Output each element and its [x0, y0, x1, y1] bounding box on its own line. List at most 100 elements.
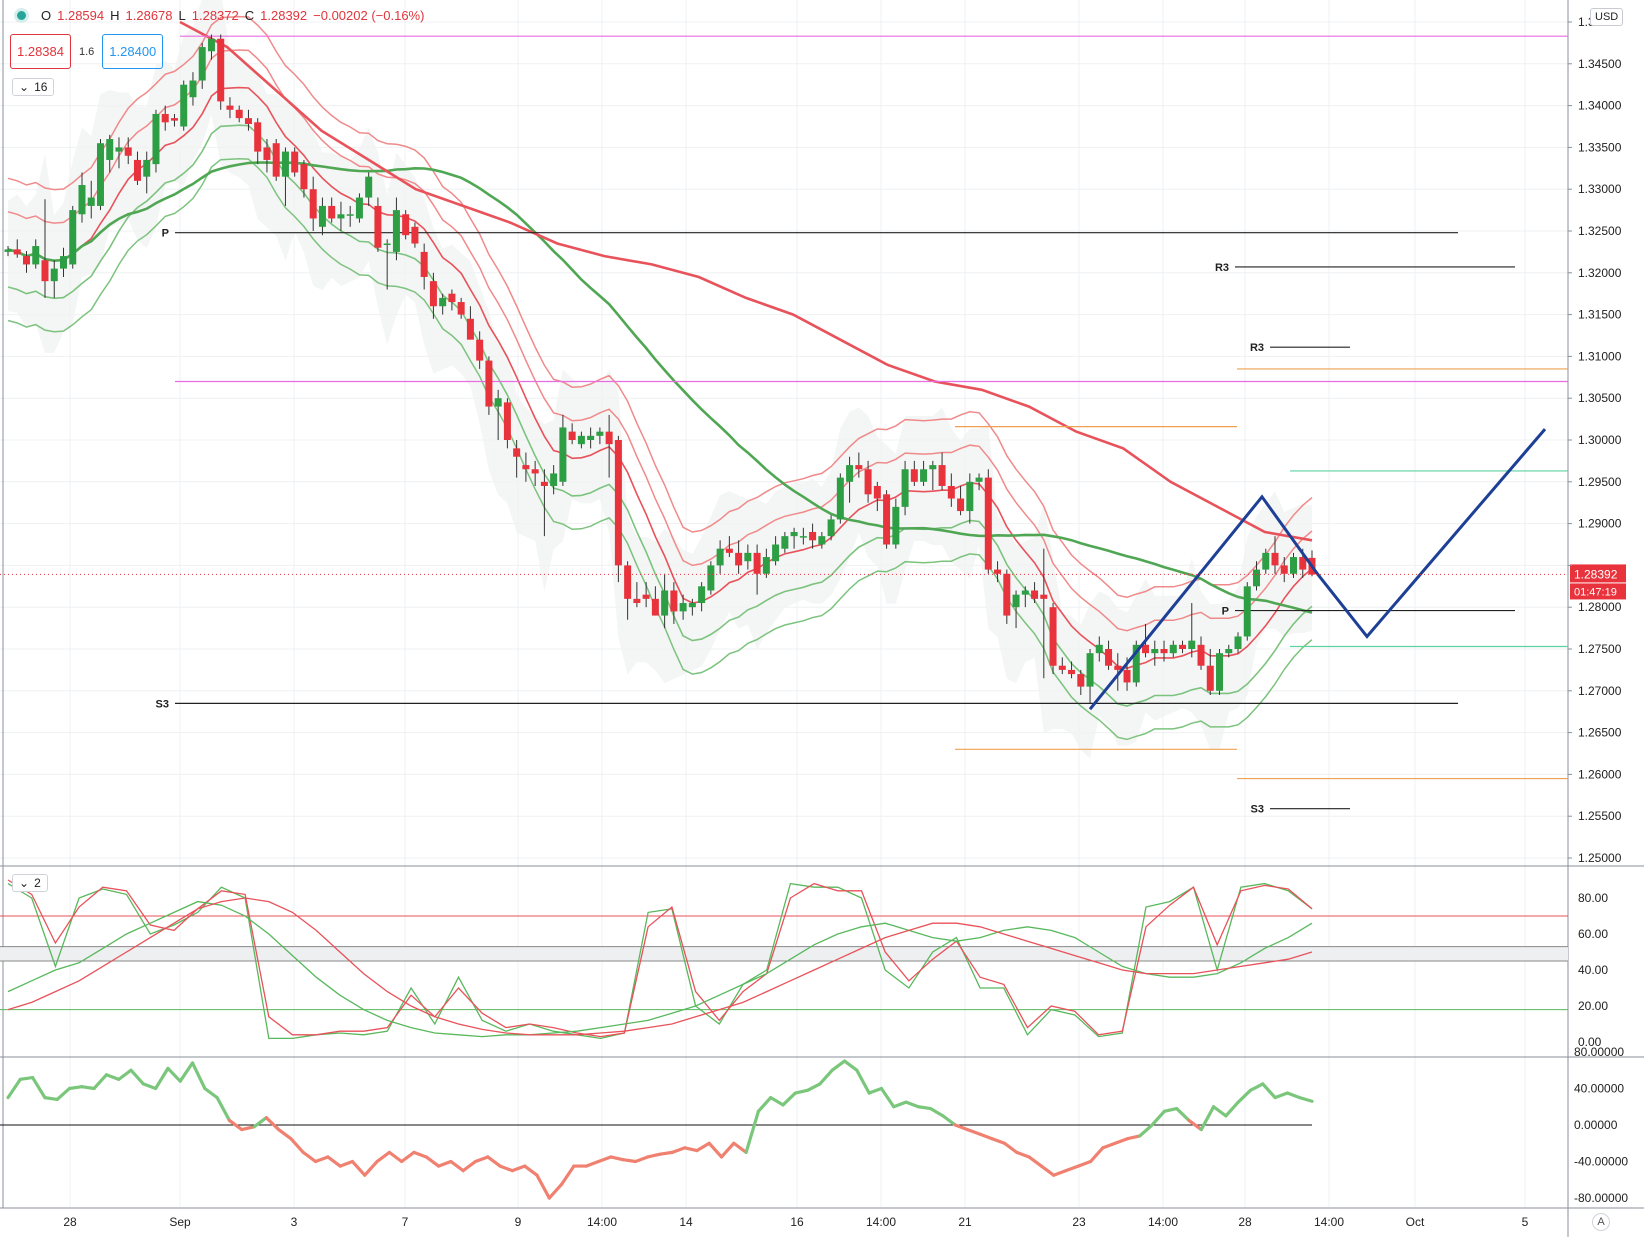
auto-scale-button[interactable]: A	[1592, 1213, 1610, 1231]
candle-body-27	[254, 122, 262, 152]
price-tick-19: 1.34500	[1578, 57, 1622, 71]
candle-body-62	[577, 435, 585, 445]
candle-body-77	[716, 548, 724, 566]
candle-body-82	[762, 557, 770, 574]
candle-body-23	[217, 38, 225, 102]
osc-segment-60	[732, 1141, 748, 1154]
osc-segment-72	[879, 1086, 896, 1109]
candle-body-24	[226, 105, 234, 110]
osc-segment-89	[1088, 1146, 1105, 1164]
candle-body-0	[4, 249, 12, 252]
osc-segment-57	[695, 1141, 711, 1153]
candle-body-43	[402, 214, 410, 236]
indicator-count: 16	[34, 80, 48, 94]
osc-segment-69	[842, 1059, 859, 1072]
osc-segment-28	[338, 1159, 355, 1168]
osc-segment-74	[904, 1100, 920, 1109]
osc-segment-42	[510, 1164, 527, 1173]
candle-body-73	[679, 603, 687, 612]
osc-segment-36	[436, 1159, 453, 1168]
stoch-series-3	[7, 897, 1313, 1036]
time-tick-15: 5	[1522, 1215, 1529, 1229]
low-value: 1.28372	[191, 8, 239, 23]
candle-body-68	[633, 598, 641, 604]
price-tick-5: 1.27500	[1578, 642, 1622, 656]
band-lower-outer	[7, 157, 1313, 741]
osc-segment-43	[523, 1164, 539, 1177]
buy-button[interactable]: 1.28400	[102, 34, 164, 69]
osc-segment-85	[1039, 1164, 1056, 1177]
candle-body-5	[50, 268, 58, 282]
osc-segment-70	[855, 1068, 871, 1095]
candle-body-59	[550, 473, 558, 486]
pane2-collapse-button[interactable]: ⌄ 2	[12, 874, 48, 892]
price-tick-10: 1.30000	[1578, 433, 1622, 447]
band-lower-inner	[7, 124, 1313, 707]
osc-segment-31	[375, 1150, 391, 1164]
candle-body-137	[1271, 552, 1279, 566]
candle-body-135	[1253, 569, 1261, 587]
osc-segment-8	[92, 1073, 109, 1091]
candle-body-20	[189, 80, 197, 98]
candle-body-76	[707, 565, 715, 591]
time-tick-10: 23	[1072, 1215, 1086, 1229]
candle-body-45	[420, 251, 428, 277]
open-label: O	[41, 8, 52, 23]
osc-segment-32	[387, 1150, 404, 1164]
candle-body-79	[735, 552, 743, 566]
price-tick-17: 1.33500	[1578, 140, 1622, 154]
candle-body-61	[568, 431, 576, 440]
candle-body-114	[1058, 665, 1066, 670]
osc-segment-48	[584, 1159, 601, 1168]
band-mid-red	[7, 86, 1313, 670]
currency-button[interactable]: USD	[1590, 8, 1624, 26]
candle-body-126	[1169, 644, 1177, 654]
osc-segment-41	[498, 1164, 514, 1173]
price-tick-12: 1.31000	[1578, 349, 1622, 363]
price-tick-2: 1.26000	[1578, 767, 1622, 781]
candle-body-56	[522, 465, 530, 470]
price-tick-16: 1.33000	[1578, 182, 1622, 196]
osc-segment-40	[486, 1155, 502, 1168]
candle-body-78	[725, 548, 733, 553]
level-label-4: R3	[1215, 262, 1229, 274]
chevron-down-icon: ⌄	[19, 80, 30, 94]
candle-body-4	[41, 260, 49, 282]
osc-segment-66	[806, 1082, 822, 1092]
candle-body-90	[836, 477, 844, 520]
candle-body-6	[59, 256, 67, 269]
candle-body-108	[1003, 573, 1011, 616]
sell-button[interactable]: 1.28384	[10, 34, 71, 69]
osc-segment-87	[1064, 1164, 1080, 1173]
osc-segment-75	[916, 1105, 933, 1111]
time-tick-5: 14:00	[587, 1215, 617, 1229]
osc-segment-99	[1211, 1105, 1228, 1118]
price-tick-8: 1.29000	[1578, 517, 1622, 531]
candle-body-18	[170, 118, 178, 121]
osc-segment-21	[252, 1116, 268, 1129]
stoch-series-0	[7, 882, 1313, 1040]
osc-segment-35	[424, 1155, 441, 1168]
candle-body-66	[614, 440, 622, 566]
level-label-5: R3	[1250, 342, 1264, 354]
price-tick-3: 1.26500	[1578, 726, 1622, 740]
open-value: 1.28594	[57, 8, 105, 23]
candle-body-51	[476, 339, 484, 361]
candle-body-12	[115, 147, 123, 152]
candle-body-50	[466, 318, 474, 340]
candle-body-42	[392, 210, 400, 252]
stoch-band-fill	[0, 946, 1568, 961]
candle-body-19	[180, 84, 188, 127]
pane2-indicator-count: 2	[34, 876, 41, 890]
spread-value: 1.6	[79, 45, 95, 58]
candle-body-122	[1132, 644, 1140, 683]
candle-body-11	[106, 139, 114, 160]
time-tick-2: 3	[291, 1215, 298, 1229]
indicator-collapse-button[interactable]: ⌄ 16	[12, 78, 55, 96]
osc-segment-19	[227, 1118, 244, 1132]
osc-segment-93	[1138, 1123, 1154, 1138]
candle-body-28	[263, 147, 271, 160]
osc-segment-59	[719, 1141, 736, 1159]
